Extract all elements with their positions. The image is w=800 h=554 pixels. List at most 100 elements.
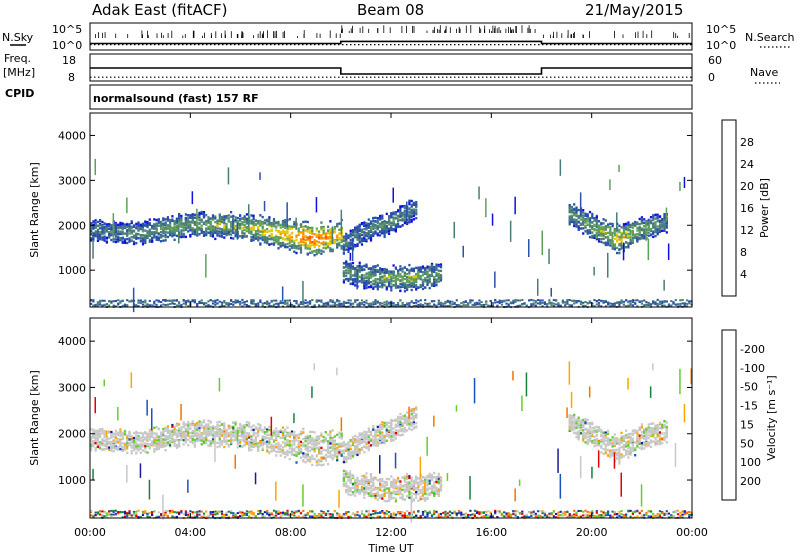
- range-cell: [656, 225, 659, 228]
- range-cell: [403, 273, 406, 276]
- range-cell: [200, 443, 203, 446]
- range-cell: [169, 434, 172, 437]
- range-cell: [248, 230, 251, 233]
- ground-scatter-cell: [112, 300, 115, 303]
- range-cell: [171, 235, 174, 238]
- range-cell: [349, 268, 352, 271]
- range-cell: [173, 227, 176, 230]
- range-cell: [126, 225, 129, 228]
- range-cell: [191, 214, 194, 217]
- range-cell: [374, 232, 377, 235]
- range-cell: [96, 224, 99, 228]
- range-cell: [397, 278, 400, 281]
- ground-scatter-cell: [205, 302, 208, 305]
- ground-scatter-cell: [462, 304, 465, 307]
- range-cell: [205, 441, 208, 445]
- ground-scatter-cell: [399, 304, 402, 307]
- range-cell: [248, 231, 251, 234]
- range-cell: [202, 233, 206, 236]
- range-cell: [263, 222, 266, 225]
- range-cell: [399, 273, 402, 276]
- noise-streak-cell: [485, 198, 487, 218]
- range-cell: [245, 229, 248, 233]
- range-cell: [372, 217, 375, 220]
- range-cell: [354, 273, 357, 276]
- range-cell: [415, 284, 418, 287]
- ground-scatter-cell: [446, 305, 449, 308]
- range-cell: [663, 224, 666, 227]
- range-cell: [372, 282, 375, 286]
- range-cell: [385, 271, 388, 274]
- ground-scatter-cell: [200, 299, 203, 302]
- range-cell: [254, 236, 257, 239]
- range-cell: [96, 437, 99, 440]
- range-cell: [141, 225, 145, 229]
- ground-scatter-cell: [114, 299, 117, 302]
- range-cell: [336, 235, 339, 238]
- range-cell: [155, 443, 158, 447]
- range-cell: [103, 433, 106, 436]
- ground-scatter-cell: [681, 299, 684, 301]
- range-cell: [584, 230, 587, 233]
- range-cell: [374, 216, 377, 219]
- range-cell: [600, 226, 603, 229]
- range-cell: [110, 449, 113, 452]
- range-cell: [288, 238, 291, 241]
- ground-scatter-cell: [374, 303, 377, 305]
- range-cell: [631, 222, 634, 225]
- ground-scatter-cell: [428, 305, 431, 307]
- range-cell: [381, 279, 384, 282]
- range-cell: [620, 236, 623, 239]
- ground-scatter-cell: [169, 299, 172, 302]
- ground-scatter-cell: [137, 305, 140, 308]
- range-cell: [399, 268, 402, 271]
- noise-streak-cell: [683, 176, 686, 188]
- ground-scatter-cell: [327, 301, 330, 304]
- range-cell: [148, 238, 151, 241]
- range-cell: [178, 221, 181, 224]
- range-cell: [128, 224, 131, 228]
- range-cell: [205, 223, 208, 226]
- range-cell: [103, 430, 106, 433]
- range-cell: [198, 218, 201, 221]
- range-cell: [394, 278, 397, 282]
- range-cell: [114, 432, 117, 436]
- ground-scatter-cell: [157, 515, 160, 518]
- range-cell: [602, 218, 605, 221]
- range-cell: [114, 235, 117, 238]
- ground-scatter-cell: [667, 303, 671, 306]
- range-cell: [575, 214, 578, 218]
- range-cell: [105, 437, 108, 441]
- range-cell: [320, 249, 323, 252]
- range-cell: [252, 216, 255, 220]
- range-cell: [306, 230, 309, 233]
- range-cell: [324, 244, 327, 247]
- range-cell: [164, 218, 167, 221]
- range-cell: [139, 436, 142, 439]
- ground-scatter-cell: [126, 515, 129, 518]
- ground-scatter-cell: [631, 299, 634, 302]
- range-cell: [209, 221, 212, 224]
- range-cell: [277, 241, 280, 244]
- ground-scatter-cell: [658, 303, 662, 306]
- range-cell: [180, 438, 183, 442]
- range-cell: [121, 230, 124, 233]
- ground-scatter-cell: [141, 303, 145, 306]
- range-cell: [132, 442, 136, 446]
- range-cell: [205, 214, 208, 217]
- ground-scatter-cell: [412, 302, 415, 304]
- range-cell: [191, 430, 194, 433]
- range-cell: [349, 266, 352, 269]
- range-cell: [123, 225, 127, 229]
- range-cell: [153, 439, 156, 442]
- range-cell: [367, 230, 370, 233]
- range-cell: [315, 227, 318, 230]
- range-cell: [663, 217, 666, 220]
- range-cell: [367, 222, 370, 226]
- range-cell: [214, 229, 217, 232]
- range-cell: [239, 226, 242, 229]
- range-cell: [399, 225, 402, 228]
- range-cell: [403, 290, 406, 293]
- ground-scatter-cell: [661, 302, 664, 305]
- range-cell: [184, 228, 187, 231]
